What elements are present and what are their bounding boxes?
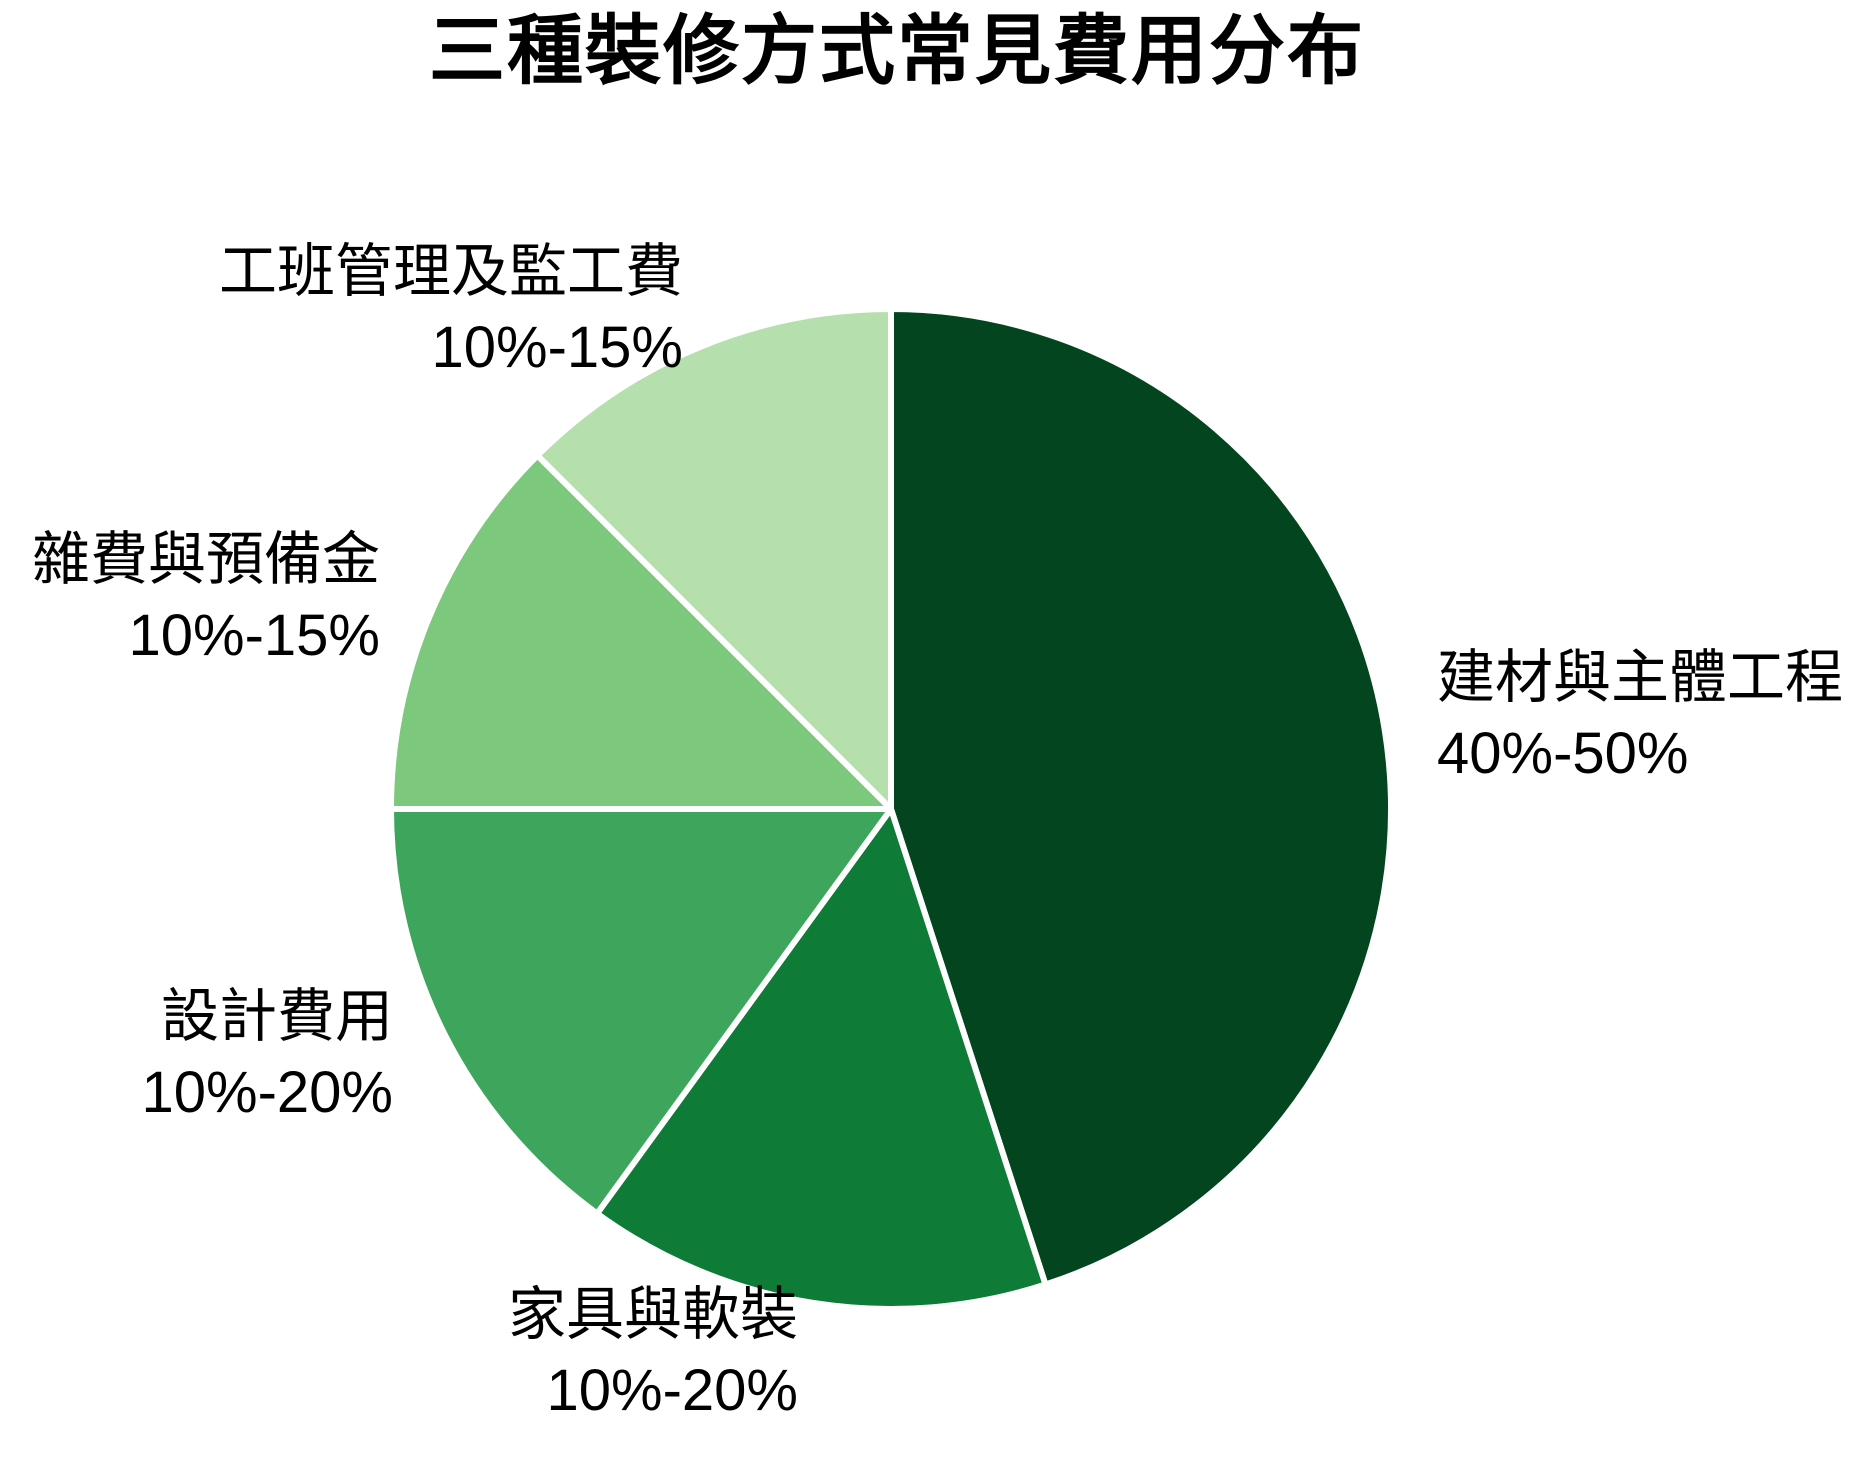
pie-slice-1 bbox=[888, 306, 1394, 1288]
pie-slice-5 bbox=[534, 306, 894, 812]
slice-label-misc: 雜費與預備金 10%-15% bbox=[32, 522, 380, 674]
slice-label-furniture: 家具與軟裝 10%-20% bbox=[508, 1277, 798, 1429]
slice-label-materials: 建材與主體工程 40%-50% bbox=[1437, 640, 1843, 792]
slice-label-range: 10%-15% bbox=[431, 315, 683, 380]
slice-label-name: 家具與軟裝 bbox=[507, 1282, 798, 1347]
slice-label-name: 設計費用 bbox=[160, 984, 393, 1049]
slice-label-range: 10%-20% bbox=[141, 1060, 393, 1125]
slice-label-design: 設計費用 10%-20% bbox=[142, 979, 393, 1131]
slice-label-range: 10%-15% bbox=[128, 603, 380, 668]
pie-slice-4 bbox=[388, 452, 894, 812]
slice-label-range: 40%-50% bbox=[1437, 721, 1689, 786]
slice-label-name: 建材與主體工程 bbox=[1437, 645, 1844, 710]
slice-label-range: 10%-20% bbox=[546, 1358, 798, 1423]
chart-title: 三種裝修方式常見費用分布 bbox=[429, 9, 1365, 94]
slice-label-name: 工班管理及監工費 bbox=[218, 239, 683, 304]
slice-label-name: 雜費與預備金 bbox=[31, 527, 380, 592]
pie-slice-3 bbox=[388, 806, 894, 1217]
pie-slices bbox=[388, 306, 1394, 1312]
slice-label-management: 工班管理及監工費 10%-15% bbox=[219, 234, 683, 386]
pie-slice-2 bbox=[594, 806, 1049, 1312]
